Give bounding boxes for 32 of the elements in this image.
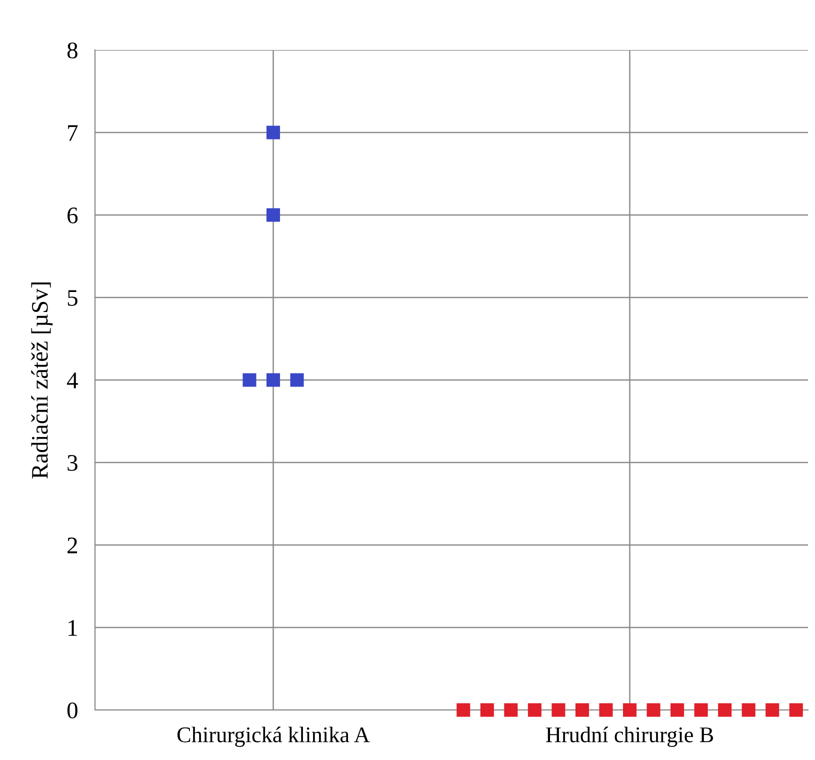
point	[266, 126, 280, 140]
point	[646, 703, 660, 717]
y-tick-label: 2	[68, 538, 78, 554]
point	[480, 703, 494, 717]
point	[290, 373, 304, 387]
point	[504, 703, 518, 717]
y-tick-label: 6	[68, 208, 78, 224]
point	[670, 703, 684, 717]
point	[575, 703, 589, 717]
point	[266, 373, 280, 387]
point	[622, 703, 637, 717]
point	[242, 373, 256, 387]
point	[599, 703, 613, 717]
y-tick-label: 4	[66, 372, 78, 388]
point	[456, 703, 470, 717]
y-tick-label: 8	[67, 42, 78, 58]
y-tick-label: 3	[68, 455, 78, 471]
point	[694, 703, 708, 717]
y-axis-title: Radiační zátěž [µSv]	[31, 282, 53, 479]
point	[718, 703, 732, 717]
y-tick-label: 0	[67, 702, 78, 718]
point	[266, 208, 280, 222]
x-tick-label: Chirurgická klinika A	[177, 726, 370, 747]
point	[528, 703, 542, 717]
x-tick-label: Hrudní chirurgie B	[546, 726, 714, 747]
y-tick-label: 7	[68, 125, 78, 141]
y-tick-label: 1	[68, 620, 77, 636]
point	[789, 703, 803, 717]
y-tick-label: 5	[68, 290, 78, 306]
point	[742, 703, 756, 717]
point	[766, 703, 780, 717]
point	[552, 703, 566, 717]
